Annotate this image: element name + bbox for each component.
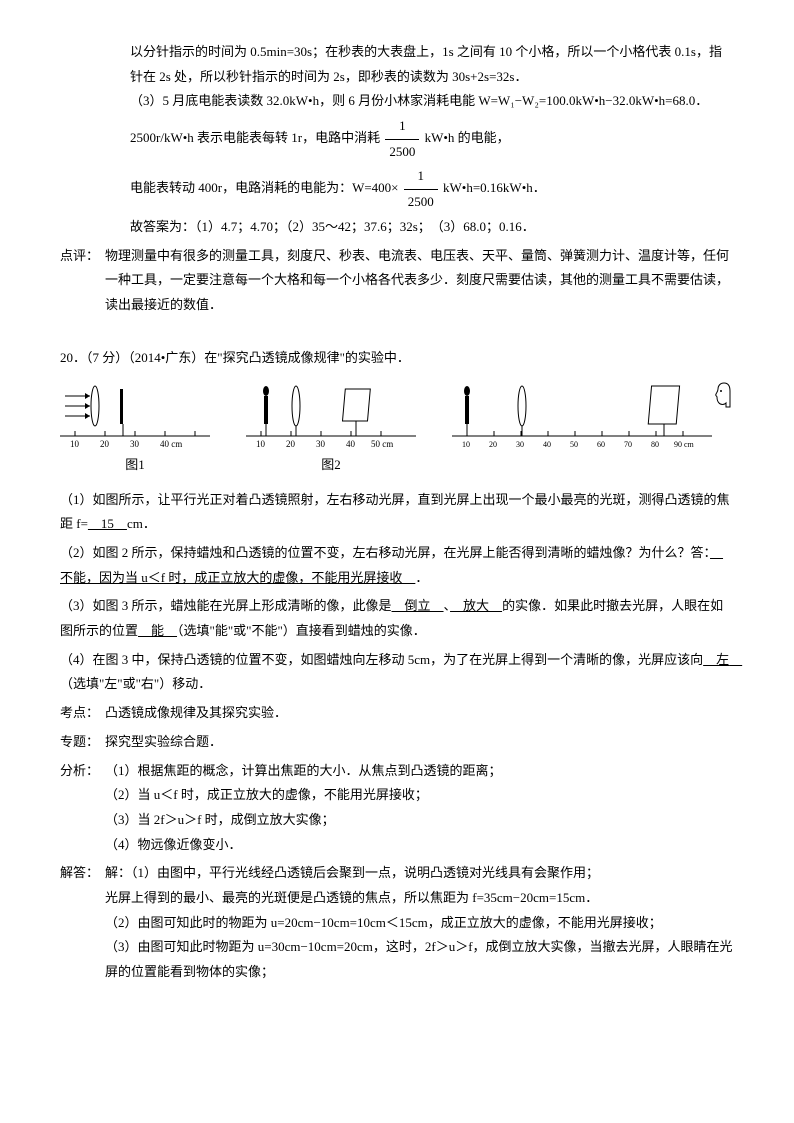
fenxi-block: 分析： （1）根据焦距的概念，计算出焦距的大小．从焦点到凸透镜的距离； （2）当… (60, 759, 734, 858)
svg-text:20: 20 (100, 439, 110, 449)
figure-2-label: 图2 (246, 453, 416, 478)
svg-text:70: 70 (624, 440, 632, 449)
svg-text:90 cm: 90 cm (674, 440, 695, 449)
answer-continuation: 以分针指示的时间为 0.5min=30s；在秒表的大表盘上，1s 之间有 10 … (130, 40, 734, 240)
zhuanti-block: 专题： 探究型实验综合题． (60, 730, 734, 755)
figure-3-svg: 10 20 30 40 50 60 70 80 90 cm (452, 381, 712, 451)
svg-text:40 cm: 40 cm (160, 439, 182, 449)
jieda-content: 解：（1）由图中，平行光线经凸透镜后会聚到一点，说明凸透镜对光线具有会聚作用； … (105, 861, 734, 984)
svg-text:80: 80 (651, 440, 659, 449)
jieda-label: 解答： (60, 861, 105, 984)
figure-1-label: 图1 (60, 453, 210, 478)
figure-2-svg: 10 20 30 40 50 cm (246, 381, 416, 451)
svg-text:10: 10 (256, 439, 266, 449)
svg-text:10: 10 (462, 440, 470, 449)
figure-1-svg: 10 20 30 40 cm (60, 381, 210, 451)
jieda-line: （2）由图可知此时的物距为 u=20cm−10cm=10cm＜15cm，成正立放… (105, 911, 734, 936)
dianping-text: 物理测量中有很多的测量工具，刻度尺、秒表、电流表、电压表、天平、量筒、弹簧测力计… (105, 244, 734, 318)
svg-text:30: 30 (316, 439, 326, 449)
svg-text:40: 40 (346, 439, 356, 449)
svg-text:50 cm: 50 cm (371, 439, 393, 449)
q20-p3: （3）如图 3 所示，蜡烛能在光屏上形成清晰的像，此像是 倒立 、 放大 的实像… (60, 594, 734, 643)
text-line-fraction: 电能表转动 400r，电路消耗的电能为：W=400× 1 2500 kW•h=0… (130, 164, 734, 214)
answer-blank: 能 (138, 623, 177, 638)
fenxi-line: （2）当 u＜f 时，成正立放大的虚像，不能用光屏接收； (105, 783, 734, 808)
jieda-line: （3）由图可知此时物距为 u=30cm−10cm=20cm，这时，2f＞u＞f，… (105, 935, 734, 984)
q20-p2: （2）如图 2 所示，保持蜡烛和凸透镜的位置不变，左右移动光屏，在光屏上能否得到… (60, 541, 734, 590)
q20-p1: （1）如图所示，让平行光正对着凸透镜照射，左右移动光屏，直到光屏上出现一个最小最… (60, 488, 734, 537)
fenxi-line: （1）根据焦距的概念，计算出焦距的大小．从焦点到凸透镜的距离； (105, 759, 734, 784)
kaodian-block: 考点： 凸透镜成像规律及其探究实验． (60, 701, 734, 726)
dianping-label: 点评： (60, 244, 105, 318)
fenxi-line: （3）当 2f＞u＞f 时，成倒立放大实像； (105, 808, 734, 833)
zhuanti-text: 探究型实验综合题． (105, 730, 734, 755)
text-line-fraction: 2500r/kW•h 表示电能表每转 1r，电路中消耗 1 2500 kW•h … (130, 114, 734, 164)
kaodian-label: 考点： (60, 701, 105, 726)
figures-row: 10 20 30 40 cm 图1 10 20 30 40 50 cm 图2 (60, 381, 734, 478)
svg-text:40: 40 (543, 440, 551, 449)
dianping-block: 点评： 物理测量中有很多的测量工具，刻度尺、秒表、电流表、电压表、天平、量筒、弹… (60, 244, 734, 318)
svg-text:30: 30 (130, 439, 140, 449)
face-icon (712, 381, 734, 409)
answer-blank: 放大 (450, 598, 502, 613)
answer-blank: 倒立 (392, 598, 444, 613)
question-20-header: 20．（7 分）（2014•广东）在"探究凸透镜成像规律"的实验中． (60, 346, 734, 371)
svg-text:20: 20 (286, 439, 296, 449)
fenxi-label: 分析： (60, 759, 105, 858)
text-line: 故答案为：（1）4.7；4.70；（2）35～42；37.6；32s； （3）6… (130, 215, 734, 240)
jieda-line: 解：（1）由图中，平行光线经凸透镜后会聚到一点，说明凸透镜对光线具有会聚作用； (105, 861, 734, 886)
text-line: 以分针指示的时间为 0.5min=30s；在秒表的大表盘上，1s 之间有 10 … (130, 40, 734, 89)
fenxi-line: （4）物远像近像变小． (105, 833, 734, 858)
jieda-block: 解答： 解：（1）由图中，平行光线经凸透镜后会聚到一点，说明凸透镜对光线具有会聚… (60, 861, 734, 984)
figure-3: 10 20 30 40 50 60 70 80 90 cm (452, 381, 734, 478)
fraction: 1 2500 (404, 164, 438, 214)
svg-text:60: 60 (597, 440, 605, 449)
svg-text:30: 30 (516, 440, 524, 449)
answer-blank: 15 (88, 516, 127, 531)
figure-1: 10 20 30 40 cm 图1 (60, 381, 210, 478)
svg-text:50: 50 (570, 440, 578, 449)
jieda-line: 光屏上得到的最小、最亮的光斑便是凸透镜的焦点，所以焦距为 f=35cm−20cm… (105, 886, 734, 911)
svg-text:10: 10 (70, 439, 80, 449)
fraction: 1 2500 (385, 114, 419, 164)
fenxi-content: （1）根据焦距的概念，计算出焦距的大小．从焦点到凸透镜的距离； （2）当 u＜f… (105, 759, 734, 858)
svg-text:20: 20 (489, 440, 497, 449)
kaodian-text: 凸透镜成像规律及其探究实验． (105, 701, 734, 726)
answer-blank: 左 (703, 652, 742, 667)
q20-p4: （4）在图 3 中，保持凸透镜的位置不变，如图蜡烛向左移动 5cm，为了在光屏上… (60, 648, 734, 697)
figure-2: 10 20 30 40 50 cm 图2 (246, 381, 416, 478)
text-line: （3）5 月底电能表读数 32.0kW•h，则 6 月份小林家消耗电能 W=W₁… (130, 89, 734, 114)
zhuanti-label: 专题： (60, 730, 105, 755)
